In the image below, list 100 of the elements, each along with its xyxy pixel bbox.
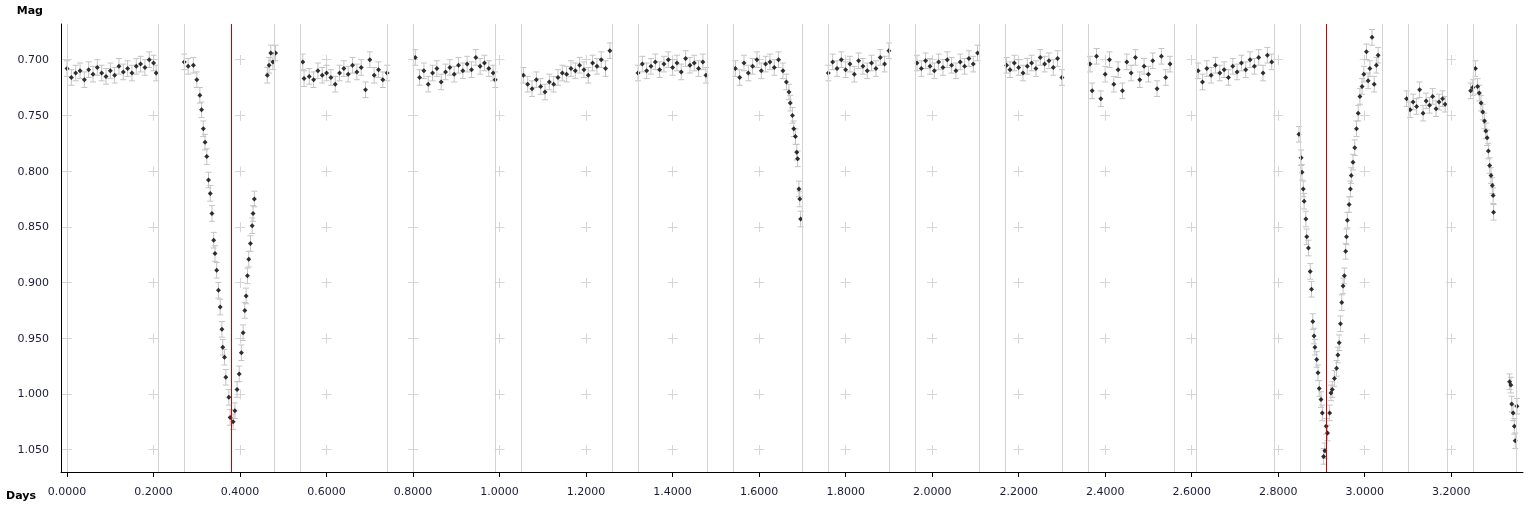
point bbox=[1269, 59, 1275, 65]
point bbox=[607, 48, 613, 54]
point bbox=[1029, 60, 1035, 66]
point bbox=[138, 61, 144, 67]
x-tick-label: 0.4000 bbox=[220, 485, 260, 498]
point bbox=[581, 67, 587, 73]
point bbox=[639, 61, 645, 67]
x-tick-label: 1.2000 bbox=[566, 485, 606, 498]
x-tick-label: 1.8000 bbox=[826, 485, 865, 498]
point bbox=[533, 77, 539, 83]
point bbox=[1433, 106, 1439, 112]
point bbox=[1230, 63, 1236, 69]
point bbox=[1037, 54, 1043, 60]
point bbox=[246, 256, 252, 262]
point bbox=[1016, 64, 1022, 70]
point bbox=[555, 74, 561, 80]
x-tick-label: 0.6000 bbox=[307, 485, 346, 498]
point bbox=[1150, 58, 1156, 64]
point bbox=[332, 81, 338, 87]
x-axis-title: Days bbox=[6, 489, 37, 502]
x-tick-label: 2.8000 bbox=[1258, 485, 1298, 498]
point bbox=[199, 107, 205, 113]
point bbox=[869, 60, 875, 66]
point bbox=[328, 74, 334, 80]
point bbox=[763, 61, 769, 67]
point bbox=[112, 72, 118, 78]
point bbox=[538, 83, 544, 89]
point bbox=[1420, 110, 1426, 116]
point bbox=[652, 59, 658, 65]
point bbox=[1154, 86, 1160, 92]
point bbox=[90, 71, 96, 77]
point bbox=[107, 68, 113, 74]
point bbox=[551, 81, 557, 87]
point bbox=[1119, 88, 1125, 94]
point bbox=[1339, 300, 1345, 306]
point bbox=[319, 72, 325, 78]
y-tick-label: 1.000 bbox=[17, 387, 49, 401]
point bbox=[447, 64, 453, 70]
point bbox=[776, 57, 782, 63]
point bbox=[648, 63, 654, 69]
point bbox=[417, 74, 423, 80]
y-tick-label: 0.750 bbox=[17, 108, 49, 122]
point bbox=[696, 66, 702, 72]
point bbox=[594, 63, 600, 69]
point bbox=[741, 60, 747, 66]
point bbox=[223, 374, 229, 380]
point bbox=[1208, 72, 1214, 78]
point bbox=[966, 56, 972, 62]
point bbox=[244, 273, 250, 279]
x-tick-label: 1.6000 bbox=[739, 485, 779, 498]
point bbox=[838, 57, 844, 63]
point bbox=[300, 59, 306, 65]
point bbox=[1145, 71, 1151, 77]
point bbox=[358, 64, 364, 70]
point bbox=[542, 89, 548, 95]
point bbox=[1132, 54, 1138, 60]
point bbox=[204, 154, 210, 160]
point bbox=[564, 71, 570, 77]
y-tick-label: 0.800 bbox=[17, 164, 49, 178]
point bbox=[242, 307, 248, 313]
point bbox=[1212, 62, 1218, 68]
point bbox=[568, 66, 574, 72]
point bbox=[1007, 67, 1013, 73]
point bbox=[877, 54, 883, 60]
point bbox=[931, 68, 937, 74]
point bbox=[1089, 88, 1095, 94]
point bbox=[1238, 60, 1244, 66]
point bbox=[750, 63, 756, 69]
point bbox=[1485, 148, 1491, 154]
point bbox=[957, 59, 963, 65]
point bbox=[780, 68, 786, 74]
point bbox=[197, 92, 203, 98]
point bbox=[577, 62, 583, 68]
point bbox=[337, 70, 343, 76]
point bbox=[129, 70, 135, 76]
point bbox=[120, 69, 126, 75]
point bbox=[1491, 209, 1497, 215]
point bbox=[194, 77, 200, 83]
point bbox=[324, 70, 330, 76]
point bbox=[1042, 61, 1048, 67]
point bbox=[953, 68, 959, 74]
point bbox=[1247, 57, 1253, 63]
point bbox=[970, 61, 976, 67]
point bbox=[371, 72, 377, 78]
point bbox=[190, 62, 196, 68]
point bbox=[834, 66, 840, 72]
point bbox=[691, 60, 697, 66]
point bbox=[732, 66, 738, 72]
point bbox=[700, 59, 706, 65]
point bbox=[1337, 321, 1343, 327]
point bbox=[1303, 216, 1309, 222]
point bbox=[1315, 370, 1321, 376]
point bbox=[1344, 234, 1350, 240]
x-tick-label: 2.4000 bbox=[1085, 485, 1125, 498]
point bbox=[311, 77, 317, 83]
x-tick-label: 1.4000 bbox=[653, 485, 692, 498]
point bbox=[1167, 61, 1173, 67]
point bbox=[443, 69, 449, 75]
point bbox=[1369, 34, 1375, 40]
point bbox=[185, 63, 191, 69]
